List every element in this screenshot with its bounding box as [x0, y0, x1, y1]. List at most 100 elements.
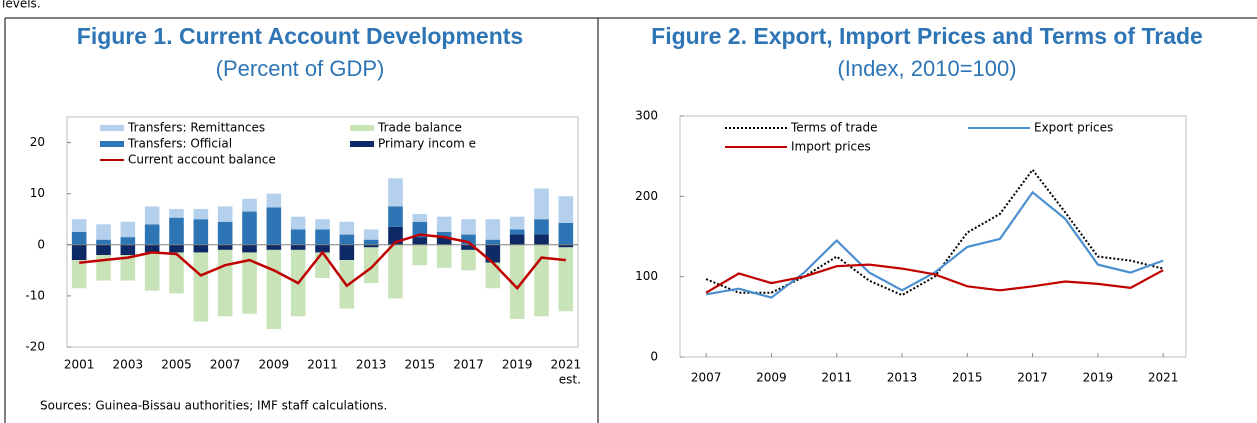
source-note: Sources: Guinea-Bissau authorities; IMF …: [40, 399, 387, 413]
bar-segment: [534, 188, 549, 220]
line-series: [705, 168, 1164, 297]
bar-segment: [315, 244, 330, 253]
bar-segment: [71, 244, 87, 261]
bar-segment: [461, 219, 476, 235]
x-tick-label: 2019: [502, 358, 533, 372]
x-tick-label: 2011: [307, 358, 338, 372]
plot-area: [679, 115, 1187, 358]
x-tick-label: 2015: [405, 358, 436, 372]
bar-segment: [412, 237, 428, 245]
line-series: [79, 233, 566, 291]
bar-segment: [485, 239, 501, 245]
bar-segment: [363, 247, 379, 284]
y-tick-label: 0: [650, 350, 658, 364]
bar-segment: [461, 244, 476, 250]
bar-segment: [363, 244, 379, 248]
legend-label: Trade balance: [377, 121, 462, 135]
y-tick-label: 200: [635, 189, 658, 203]
bar-segment: [193, 219, 209, 245]
legend-swatch: [100, 125, 124, 131]
bar-segment: [242, 198, 257, 212]
bar-segment: [144, 244, 160, 253]
bar-segment: [266, 249, 282, 330]
y-tick-label: 300: [635, 109, 658, 123]
bar-segment: [388, 206, 403, 227]
bar-segment: [144, 206, 160, 225]
bar-segment: [339, 234, 355, 245]
bar-segment: [193, 252, 209, 322]
bar-segment: [315, 252, 330, 278]
legend-swatch: [350, 141, 374, 147]
bar-segment: [485, 262, 501, 289]
bar-segment: [266, 193, 282, 208]
bar-segment: [388, 244, 403, 299]
bar-segment: [509, 234, 525, 245]
line-series: [705, 190, 1164, 299]
x-tick-label: 2009: [259, 358, 290, 372]
legend-swatch: [350, 125, 374, 131]
figure-subtitle: (Index, 2010=100): [837, 56, 1016, 81]
figure-subtitle: (Percent of GDP): [216, 56, 385, 81]
bar-segment: [509, 216, 525, 230]
bar-segment: [96, 224, 111, 240]
bar-segment: [242, 211, 257, 245]
bar-segment: [217, 249, 233, 317]
y-tick-label: 10: [30, 186, 45, 200]
x-tick-label: 2013: [356, 358, 387, 372]
bar-segment: [436, 237, 452, 245]
bar-segment: [96, 239, 111, 245]
bar-segment: [71, 219, 87, 232]
bar-segment: [412, 214, 428, 222]
figure-title: Figure 2. Export, Import Prices and Term…: [651, 23, 1203, 49]
x-tick-label: 2005: [161, 358, 192, 372]
x-annotation: est.: [559, 373, 581, 387]
legend-label: Terms of trade: [790, 121, 878, 135]
bar-segment: [339, 221, 355, 235]
bar-segment: [120, 221, 136, 238]
line-series: [705, 263, 1164, 294]
legend-swatch: [100, 141, 124, 147]
bar-segment: [71, 232, 87, 245]
x-tick-label: 2001: [64, 358, 95, 372]
bar-segment: [193, 209, 209, 220]
bar-segment: [461, 249, 476, 271]
bar-segment: [339, 244, 355, 261]
x-tick-label: 2009: [756, 371, 787, 385]
legend-label: Import prices: [791, 140, 871, 154]
bar-segment: [436, 232, 452, 238]
bar-segment: [144, 224, 160, 245]
bar-segment: [169, 244, 184, 253]
x-tick-label: 2017: [1017, 371, 1048, 385]
x-tick-label: 2019: [1083, 371, 1114, 385]
x-tick-label: 2003: [113, 358, 144, 372]
legend-label: Export prices: [1034, 121, 1113, 135]
bar-segment: [558, 244, 574, 248]
bar-segment: [388, 178, 403, 207]
bar-segment: [96, 244, 111, 255]
legend-label: Transfers: Official: [127, 137, 232, 151]
bar-segment: [266, 244, 282, 250]
y-tick-label: -10: [25, 288, 45, 302]
bar-segment: [217, 221, 233, 245]
bar-segment: [169, 209, 184, 218]
x-tick-label: 2021: [1148, 371, 1179, 385]
x-tick-label: 2011: [821, 371, 852, 385]
bar-segment: [509, 229, 525, 235]
legend-label: Primary incom e: [378, 137, 476, 151]
y-tick-label: 100: [635, 269, 658, 283]
y-tick-label: 20: [30, 135, 45, 149]
bar-segment: [71, 260, 87, 289]
bar-segment: [363, 239, 379, 245]
x-tick-label: 2013: [887, 371, 918, 385]
bar-segment: [242, 244, 257, 253]
bar-segment: [169, 252, 184, 294]
bar-segment: [290, 229, 306, 245]
bar-segment: [558, 196, 574, 223]
bar-segment: [120, 237, 136, 245]
bar-segment: [534, 234, 549, 245]
bar-segment: [461, 234, 476, 245]
bar-segment: [290, 216, 306, 230]
bar-segment: [412, 244, 428, 266]
x-tick-label: 2007: [691, 371, 722, 385]
